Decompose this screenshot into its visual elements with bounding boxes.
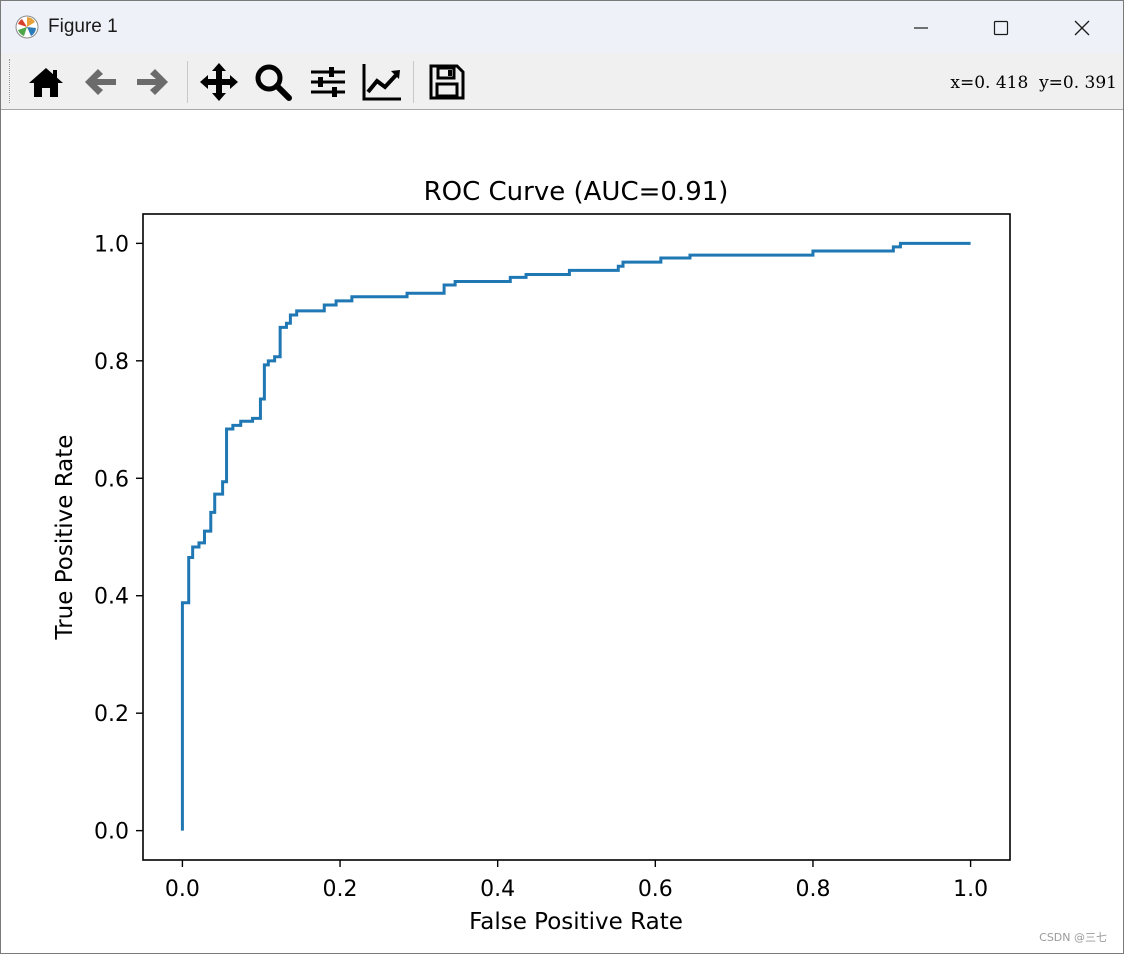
x-tick-label: 0.8	[795, 877, 830, 902]
forward-icon	[137, 69, 168, 95]
close-icon	[1074, 20, 1090, 36]
minimize-icon	[914, 27, 928, 29]
zoom-icon	[255, 64, 292, 101]
save-icon	[429, 64, 465, 100]
x-tick-label: 0.6	[638, 877, 673, 902]
navigation-toolbar: x=0. 418 y=0. 391	[1, 53, 1123, 110]
edit-axis-icon	[362, 64, 401, 101]
close-button[interactable]	[1043, 1, 1123, 53]
zoom-button[interactable]	[252, 61, 294, 103]
x-tick-label: 0.0	[165, 877, 200, 902]
maximize-button[interactable]	[961, 1, 1041, 53]
chart-title: ROC Curve (AUC=0.91)	[424, 177, 729, 207]
watermark: CSDN @三七	[1039, 931, 1107, 944]
toolbar-separator	[187, 61, 188, 103]
minimize-button[interactable]	[881, 1, 961, 53]
y-tick-label: 0.0	[94, 820, 129, 845]
edit-axis-button[interactable]	[361, 61, 403, 103]
window-title: Figure 1	[48, 16, 118, 37]
back-icon	[85, 69, 116, 95]
pan-icon	[200, 63, 238, 101]
x-tick-label: 0.4	[480, 877, 515, 902]
maximize-icon	[993, 20, 1009, 36]
y-tick-label: 0.4	[94, 585, 129, 610]
configure-subplots-button[interactable]	[307, 61, 349, 103]
matplotlib-icon	[15, 15, 39, 39]
save-button[interactable]	[426, 61, 468, 103]
y-tick-label: 1.0	[94, 232, 129, 257]
title-bar: Figure 1	[1, 1, 1123, 53]
roc-curve-line	[180, 241, 971, 831]
home-button[interactable]	[25, 61, 67, 103]
home-icon	[29, 68, 63, 97]
y-tick-label: 0.8	[94, 350, 129, 375]
roc-chart: ROC Curve (AUC=0.91) 0.0 0.2 0.4 0.6 0.8 1.0 …	[52, 177, 1011, 935]
plot-area-frame	[142, 213, 1011, 861]
y-tick-label: 0.6	[94, 467, 129, 492]
figure-canvas[interactable]: ROC Curve (AUC=0.91) 0.0 0.2 0.4 0.6 0.8 1.0 …	[1, 110, 1123, 953]
cursor-coordinates: x=0. 418 y=0. 391	[950, 73, 1117, 93]
toolbar-grip	[9, 59, 12, 103]
x-tick-label: 1.0	[953, 877, 988, 902]
toolbar-separator	[413, 61, 414, 103]
back-button[interactable]	[79, 61, 121, 103]
x-tick-label: 0.2	[323, 877, 358, 902]
pan-button[interactable]	[198, 61, 240, 103]
x-axis-label: False Positive Rate	[469, 909, 683, 935]
y-axis-label: True Positive Rate	[52, 435, 78, 641]
y-tick-label: 0.2	[94, 702, 129, 727]
forward-button[interactable]	[132, 61, 174, 103]
configure-subplots-icon	[311, 67, 345, 97]
